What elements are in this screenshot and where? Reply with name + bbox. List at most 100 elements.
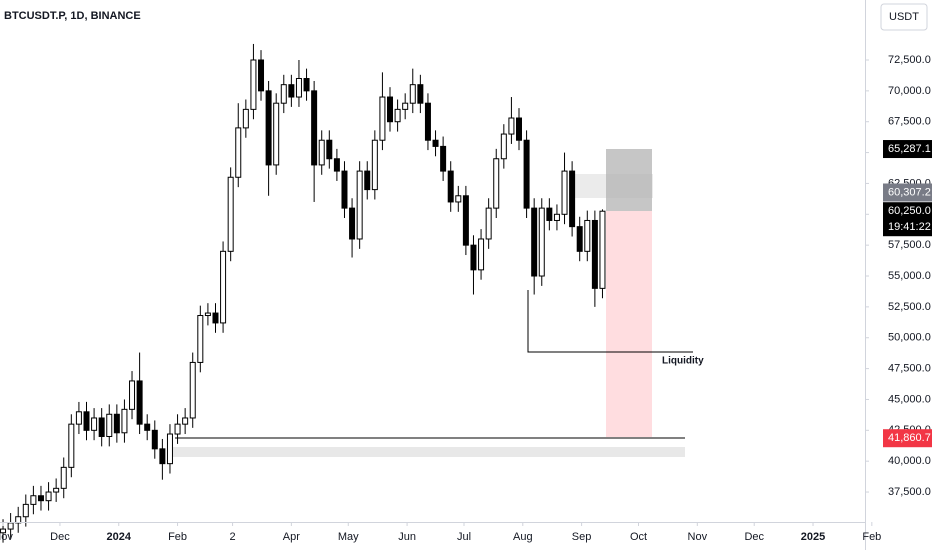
x-tick-label: Oct: [630, 531, 647, 543]
candle-body: [432, 139, 439, 147]
drawings: [167, 149, 693, 457]
y-tick-label: 67,500.0: [888, 116, 931, 128]
candle-body: [250, 59, 257, 110]
candle-body: [68, 423, 75, 468]
candle-body: [144, 423, 151, 431]
candle-body: [516, 117, 522, 141]
x-tick-label: Sep: [572, 531, 592, 543]
candle-body: [508, 117, 515, 135]
candle-body: [159, 448, 166, 465]
candle-body: [531, 207, 538, 277]
liquidity-line: [527, 290, 693, 353]
stop-zone: [606, 211, 652, 437]
candle-body: [121, 408, 128, 434]
candle-body: [462, 195, 469, 246]
candle-body: [349, 207, 356, 240]
candle-body: [523, 139, 530, 209]
zone: [167, 447, 685, 457]
candle-body: [417, 84, 424, 104]
candle-body: [409, 84, 416, 104]
candle-body: [584, 219, 591, 252]
candle-body: [204, 312, 211, 317]
y-tick-label: 55,000.0: [888, 270, 931, 282]
candle-body: [326, 139, 333, 160]
y-tick-label: 37,500.0: [888, 486, 931, 498]
candle-body: [455, 195, 462, 203]
candle-body: [364, 170, 371, 191]
price-label-box: [883, 202, 932, 237]
currency[interactable]: USDT: [889, 11, 919, 23]
candle-body: [91, 417, 98, 431]
currency-button[interactable]: [880, 3, 928, 31]
price-label-box: [883, 183, 932, 202]
price-label-box: [883, 429, 932, 448]
candle-body: [197, 315, 204, 363]
chart-title: BTCUSDT.P, 1D, BINANCE: [4, 10, 141, 22]
x-tick-label: Jul: [457, 531, 471, 543]
x-tick-label: Jun: [398, 531, 416, 543]
candle-body: [576, 226, 583, 252]
candle-body: [288, 84, 295, 98]
y-tick-label: 72,500.0: [888, 54, 931, 66]
candle-body: [106, 413, 113, 437]
y-tick-label: 47,500.0: [888, 363, 931, 375]
candle-body: [227, 176, 234, 252]
x-tick-label: May: [338, 531, 359, 543]
price-label: 60,250.0: [888, 205, 931, 217]
candle-body: [7, 522, 14, 530]
candle-body: [356, 170, 363, 240]
y-tick-label: 70,000.0: [888, 85, 931, 97]
candle-body: [591, 219, 598, 289]
x-tick-label: 2024: [107, 531, 132, 543]
y-tick-label: 57,500.0: [888, 239, 931, 251]
candle-body: [546, 207, 553, 221]
candle-body: [220, 250, 227, 324]
candle-body: [212, 312, 219, 324]
x-tick-label: Aug: [513, 531, 533, 543]
candle-body: [60, 466, 67, 489]
labels: 37,500.040,000.042,500.045,000.047,500.0…: [0, 54, 932, 543]
candle-body: [235, 127, 242, 178]
candle-body: [485, 207, 492, 240]
candle-body: [333, 158, 340, 172]
candle-body: [303, 78, 310, 92]
target-zone: [606, 149, 652, 211]
candle-body: [53, 487, 60, 493]
y-tick-label: 50,000.0: [888, 332, 931, 344]
candle-body: [500, 133, 507, 160]
candle-body: [493, 158, 500, 209]
candle-body: [45, 491, 52, 502]
x-tick-label: 2: [230, 531, 236, 543]
price-label: 41,860.7: [888, 432, 931, 444]
candle-body: [311, 90, 318, 166]
y-tick-label: 40,000.0: [888, 455, 931, 467]
candle-body: [394, 108, 401, 123]
x-tick-label: Nov: [688, 531, 708, 543]
candle-body: [538, 207, 545, 277]
candle-body: [136, 380, 143, 425]
candle-body: [242, 108, 249, 129]
candle-body: [75, 411, 82, 425]
candle-body: [599, 210, 606, 289]
candle-body: [30, 495, 37, 505]
candle-body: [22, 503, 29, 518]
candle-body: [273, 102, 280, 166]
candle-body: [569, 170, 576, 228]
candle-body: [98, 417, 105, 437]
x-tick-label: 2025: [801, 531, 825, 543]
x-tick-label: Feb: [168, 531, 187, 543]
candle-body: [113, 413, 120, 434]
candle-body: [387, 96, 394, 123]
x-tick-label: Dec: [744, 531, 764, 543]
candle-body: [379, 96, 386, 141]
x-tick-label: Dec: [50, 531, 70, 543]
candle-body: [470, 244, 477, 271]
candle-body: [424, 102, 431, 141]
price-label-box: [883, 140, 932, 159]
candle-body: [174, 423, 181, 435]
x-tick-label: Apr: [283, 531, 300, 543]
candle-body: [295, 78, 302, 98]
candle-body: [447, 170, 454, 203]
